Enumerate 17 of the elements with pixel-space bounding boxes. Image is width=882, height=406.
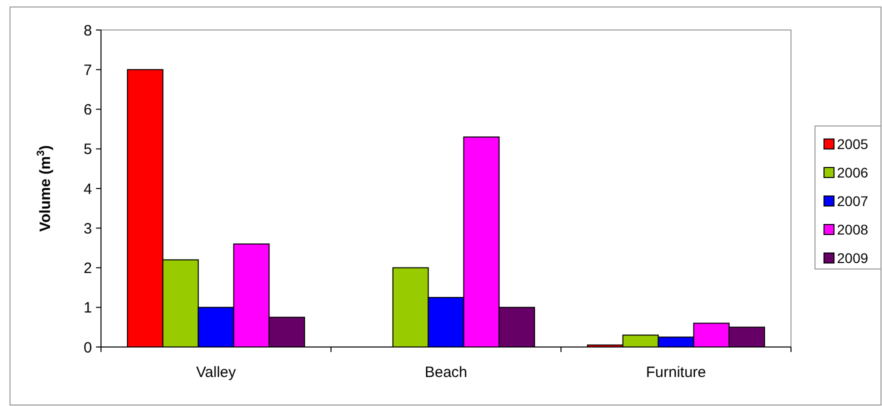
legend-label: 2008 [837, 221, 868, 238]
x-tick-label: Valley [196, 364, 236, 381]
y-tick-label: 4 [84, 180, 92, 198]
x-tick-label: Furniture [646, 364, 706, 381]
y-tick-label: 3 [84, 220, 92, 238]
legend-label: 2005 [837, 136, 868, 152]
legend-label: 2007 [837, 192, 868, 209]
legend-label: 2009 [837, 250, 868, 266]
y-tick-label: 1 [84, 300, 92, 317]
y-tick-label: 0 [84, 339, 92, 356]
y-tick-label: 8 [84, 22, 92, 40]
y-tick-label: 5 [84, 141, 92, 158]
x-tick-label: Beach [424, 364, 468, 381]
y-tick-label: 2 [84, 260, 92, 277]
y-tick-label: 7 [84, 62, 92, 79]
legend-label: 2006 [837, 164, 868, 180]
y-tick-label: 6 [84, 102, 92, 118]
